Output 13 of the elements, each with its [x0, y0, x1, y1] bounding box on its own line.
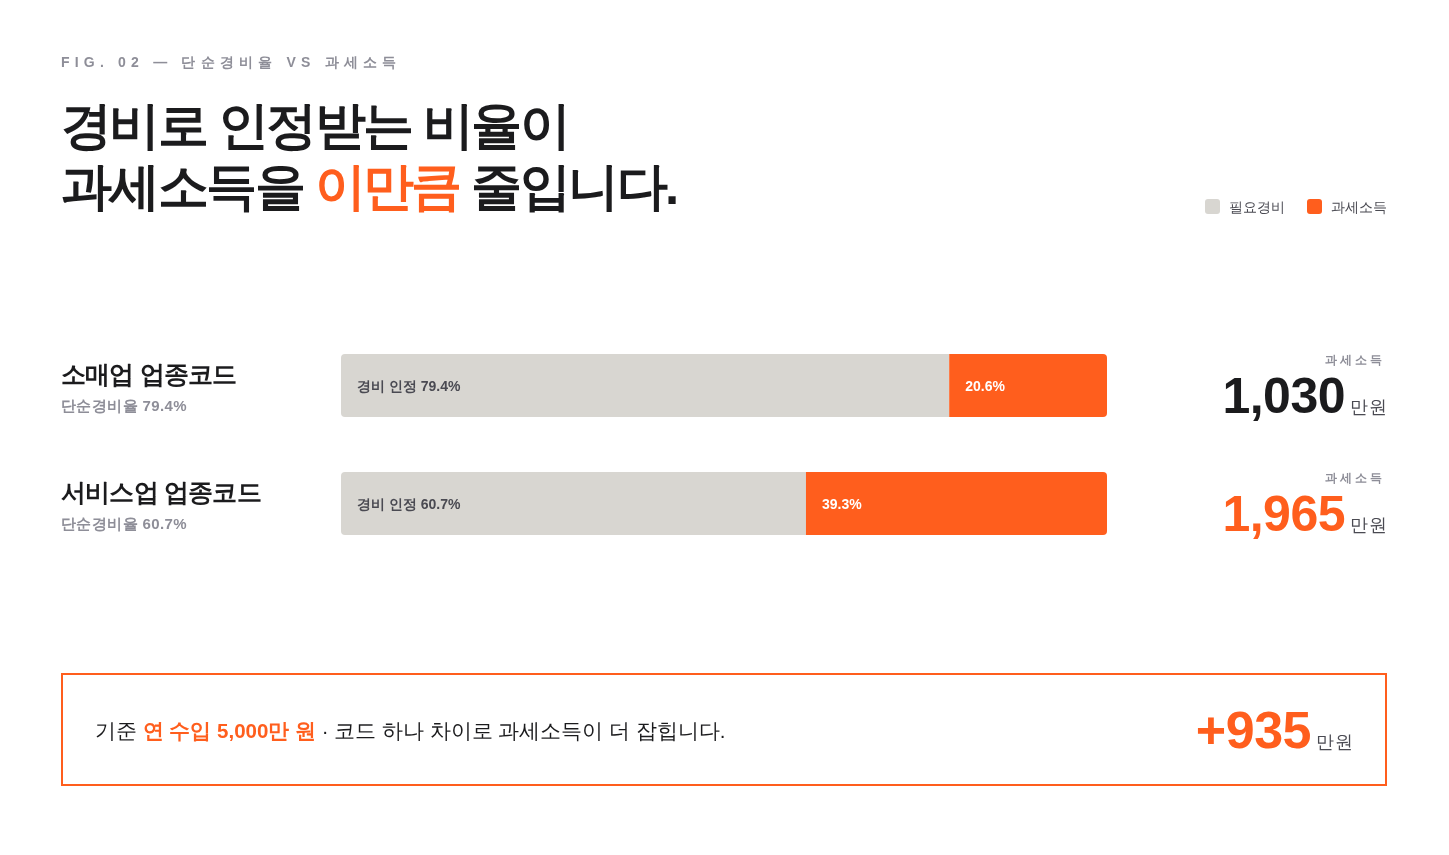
- title: 경비로 인정받는 비율이 과세소득을 이만큼 줄입니다.: [61, 97, 677, 215]
- annotation: 기준 연 수입 5,000만 원 · 코드 하나 차이로 과세소득이 더 잡힙니다.: [95, 719, 726, 742]
- legend-label: 과세소득: [1331, 199, 1387, 215]
- data-label: 20.6%: [965, 377, 1005, 394]
- data-label: 경비 인정 60.7%: [357, 495, 461, 512]
- data-label: 경비 인정 79.4%: [357, 377, 461, 394]
- legend-item: 과세소득: [1307, 199, 1387, 215]
- data-label: 39.3%: [821, 495, 862, 512]
- legend-label: 필요경비: [1229, 199, 1285, 215]
- subtitle: FIG. 02 — 단순경비율 VS 과세소득: [61, 54, 402, 70]
- legend-item: 필요경비: [1205, 199, 1285, 215]
- category-label: 소매업 업종코드 단순경비율 79.4%: [61, 360, 237, 414]
- category-label: 서비스업 업종코드 단순경비율 60.7%: [61, 478, 261, 532]
